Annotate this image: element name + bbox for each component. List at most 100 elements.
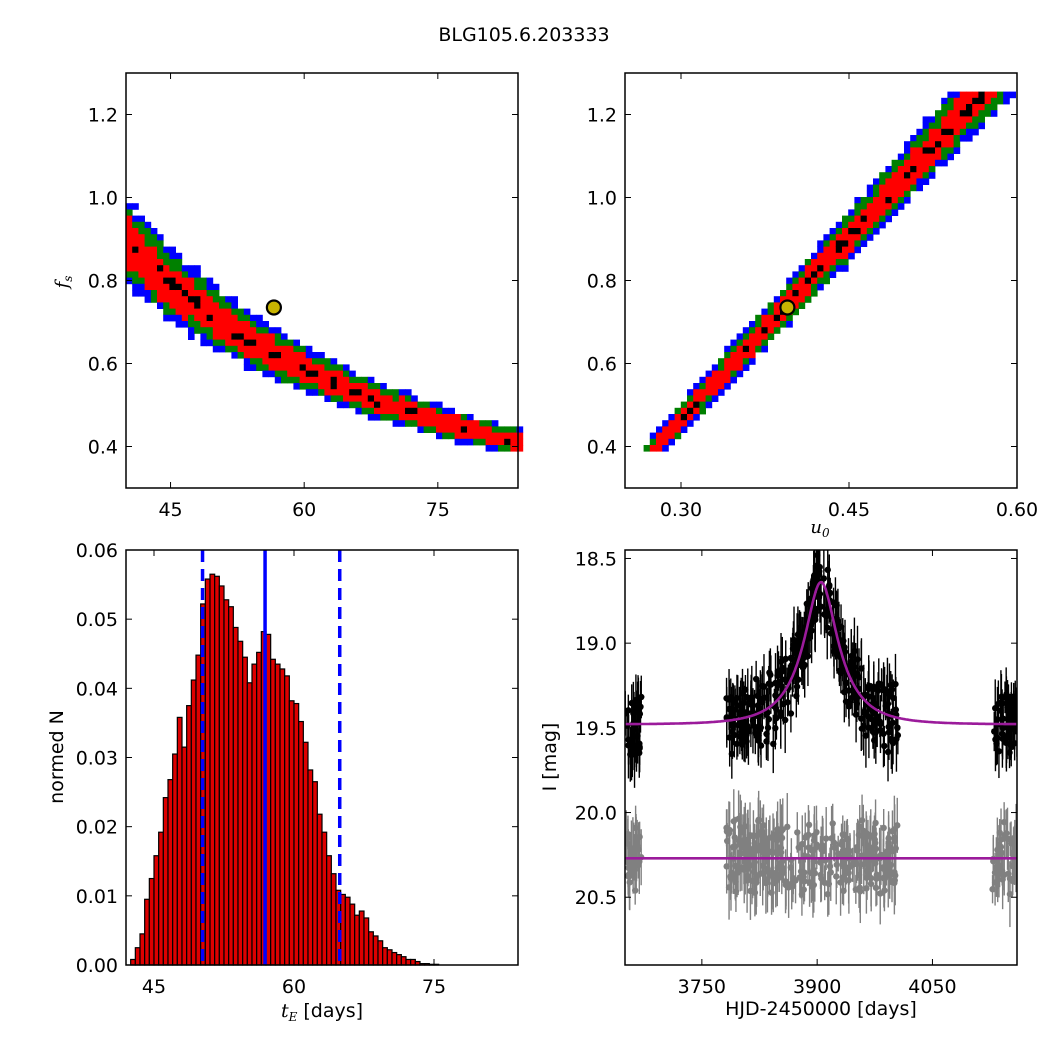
heat-cell-inner	[150, 265, 158, 272]
heat-cell-middle	[188, 321, 195, 328]
heat-cell-inner	[243, 345, 251, 353]
heat-cell-inner	[687, 401, 694, 409]
histogram-bar	[312, 781, 318, 966]
lightcurve-point	[755, 817, 762, 825]
heat-cell-middle	[479, 420, 486, 427]
heat-cell-outer	[175, 252, 183, 260]
heat-cell-inner	[274, 358, 282, 365]
lightcurve-point	[997, 707, 1004, 714]
heat-cell-middle	[718, 364, 725, 371]
heat-cell-middle	[804, 259, 812, 266]
lightcurve-point	[743, 731, 750, 739]
heat-cell-inner	[792, 283, 799, 291]
heat-cell-inner	[479, 426, 486, 433]
heat-cell-inner	[798, 290, 806, 297]
histogram-bar	[400, 956, 407, 966]
lightcurve-point	[869, 845, 876, 853]
lightcurve-point	[998, 693, 1005, 700]
heat-cell-middle	[674, 432, 682, 440]
lightcurve-point	[887, 861, 894, 869]
heat-cell-outer	[922, 122, 930, 130]
heat-cell-middle	[730, 370, 737, 378]
heat-cell-outer	[188, 327, 195, 334]
heat-cell-middle	[126, 271, 133, 278]
histogram-bar	[176, 716, 183, 966]
heat-cell-inner	[169, 271, 176, 278]
heat-cell-outer	[324, 395, 331, 402]
heat-cell-outer	[860, 240, 868, 247]
lightcurve-point	[760, 822, 767, 829]
histogram-bar	[368, 931, 374, 966]
p1-xtick-label: 75	[426, 499, 450, 521]
lightcurve-point	[860, 861, 867, 868]
heat-cell-outer	[662, 445, 669, 452]
heat-cell-inner	[897, 166, 905, 173]
heat-cell-inner	[398, 414, 406, 421]
heat-cell-outer	[1003, 91, 1010, 99]
heat-cell-outer	[231, 296, 238, 303]
lightcurve-point	[765, 716, 773, 723]
heat-cell-inner	[429, 420, 437, 427]
heat-cell-inner	[429, 407, 437, 415]
lightcurve-point	[728, 750, 736, 758]
heat-cell-outer	[897, 203, 905, 210]
heat-cell-middle	[138, 221, 145, 229]
heat-cell-core	[978, 91, 985, 99]
heat-cell-outer	[157, 234, 164, 241]
heat-cell-middle	[194, 277, 201, 285]
heat-cell-inner	[674, 420, 682, 427]
heat-cell-inner	[212, 333, 220, 340]
heat-cell-middle	[842, 221, 849, 229]
heat-cell-inner	[392, 407, 400, 415]
heat-cell-inner	[237, 345, 245, 353]
heat-cell-inner	[705, 383, 713, 390]
heat-cell-inner	[138, 259, 145, 266]
lightcurve-point	[741, 866, 748, 873]
heat-cell-inner	[860, 221, 868, 229]
lightcurve-point	[773, 714, 780, 722]
heat-cell-inner	[928, 159, 936, 167]
lightcurve-point	[777, 667, 785, 674]
p3-xtick-label: 75	[422, 976, 446, 998]
heat-cell-middle	[742, 358, 750, 365]
heat-cell-middle	[680, 401, 688, 409]
heat-cell-outer	[854, 197, 861, 204]
histogram-bar	[274, 663, 281, 966]
heat-cell-middle	[150, 234, 158, 241]
heat-cell-middle	[891, 203, 899, 210]
heat-cell-inner	[947, 135, 954, 142]
p3-ytick-label: 0.06	[76, 540, 118, 562]
heat-cell-inner	[662, 432, 669, 440]
heat-cell-outer	[730, 376, 737, 384]
histogram-bar	[405, 958, 412, 966]
heat-cell-core	[947, 128, 954, 136]
heat-cell-inner	[516, 445, 524, 452]
heat-cell-core	[157, 265, 164, 272]
heat-cell-outer	[374, 414, 381, 421]
heat-cell-inner	[742, 339, 750, 347]
heat-cell-outer	[953, 91, 961, 99]
p1-ytick-label: 1.2	[88, 105, 118, 127]
heat-cell-inner	[761, 333, 768, 340]
lightcurve-point	[787, 710, 795, 717]
heat-cell-inner	[126, 252, 133, 260]
p2-xtick-label: 0.45	[828, 499, 870, 521]
heat-cell-middle	[392, 395, 400, 402]
histogram-bar	[307, 769, 314, 966]
heat-cell-middle	[485, 420, 493, 427]
heat-cell-inner	[380, 401, 387, 409]
heat-cell-inner	[287, 358, 294, 365]
lightcurve-point	[625, 707, 632, 714]
p4-lightcurve-points	[625, 550, 1017, 928]
heat-cell-inner	[724, 364, 731, 371]
heat-cell-outer	[250, 364, 257, 371]
heat-cell-outer	[910, 135, 917, 142]
heat-cell-inner	[786, 290, 793, 297]
heat-cell-core	[835, 240, 843, 247]
heat-cell-core	[250, 339, 257, 347]
heat-cell-inner	[656, 432, 663, 440]
heat-cell-outer	[231, 302, 238, 309]
heat-cell-outer	[749, 358, 756, 365]
heat-cell-inner	[835, 252, 843, 260]
